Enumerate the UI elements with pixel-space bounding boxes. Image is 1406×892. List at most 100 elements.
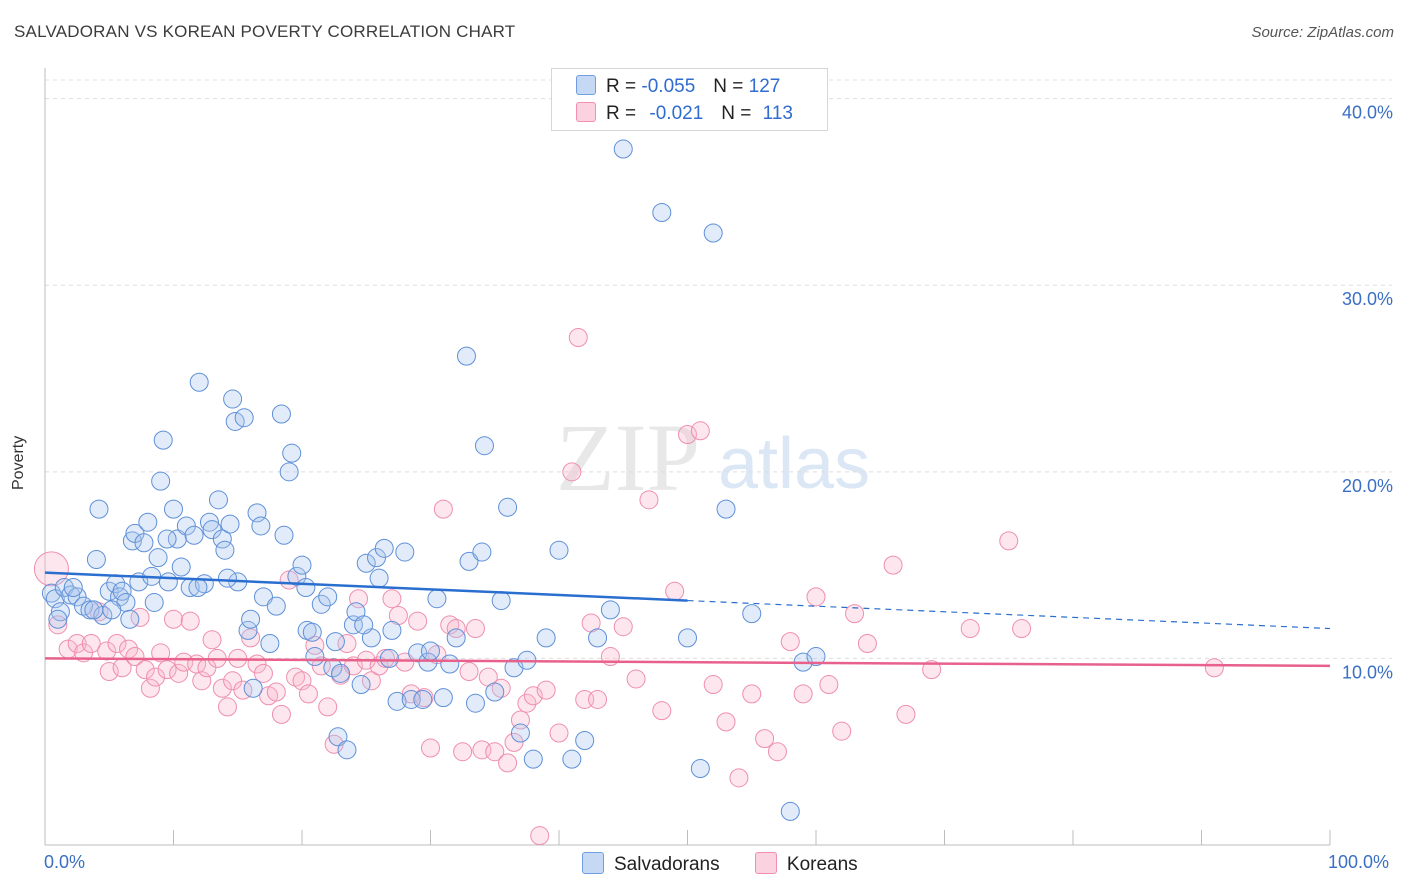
salvadoran-point bbox=[102, 600, 122, 620]
salvadoran-point bbox=[215, 540, 235, 560]
legend-r-value: -0.055 bbox=[641, 76, 696, 97]
salvadoran-point bbox=[465, 693, 485, 713]
korean-point bbox=[857, 633, 877, 653]
salvadoran-point bbox=[323, 658, 343, 678]
korean-point bbox=[151, 643, 171, 663]
series-legend: Salvadorans Koreans bbox=[582, 852, 888, 876]
korean-point bbox=[523, 686, 543, 706]
salvadoran-point bbox=[354, 615, 374, 635]
salvadoran-point bbox=[446, 628, 466, 648]
korean-point bbox=[652, 701, 672, 721]
watermark-zip: ZIP bbox=[556, 404, 700, 511]
korean-point bbox=[81, 633, 101, 653]
salvadoran-point bbox=[63, 578, 83, 598]
salvadoran-point bbox=[208, 490, 228, 510]
salvadoran-point bbox=[189, 372, 209, 392]
salvadoran-point bbox=[331, 663, 351, 683]
korean-point bbox=[157, 660, 177, 680]
korean-point bbox=[678, 425, 697, 445]
korean-point bbox=[845, 604, 865, 624]
salvadoran-point bbox=[427, 589, 447, 609]
korean-point bbox=[767, 742, 787, 762]
salvadoran-point bbox=[296, 578, 316, 598]
salvadoran-point bbox=[536, 628, 556, 648]
korean-point bbox=[169, 663, 189, 683]
trend-lines bbox=[44, 571, 1331, 668]
korean-point bbox=[459, 661, 479, 681]
salvadoran-point bbox=[279, 462, 299, 482]
korean-point bbox=[806, 587, 826, 607]
korean-point bbox=[665, 581, 685, 601]
korean-point bbox=[271, 704, 291, 724]
salvadoran-point bbox=[421, 641, 440, 661]
salvadoran-point bbox=[112, 581, 132, 601]
korean-point bbox=[99, 661, 119, 681]
salvadoran-point bbox=[251, 516, 271, 536]
salvadoran-point bbox=[274, 525, 294, 545]
salvadoran-point bbox=[158, 572, 178, 592]
korean-point bbox=[491, 678, 511, 698]
korean-point bbox=[819, 675, 839, 695]
salvadoran-point bbox=[575, 731, 595, 751]
salvadoran-point bbox=[171, 557, 191, 577]
korean-point bbox=[433, 499, 453, 519]
salvadoran-point bbox=[613, 139, 633, 159]
salvadoran-point bbox=[50, 602, 70, 622]
salvadoran-point bbox=[302, 622, 322, 642]
salvadoran-point bbox=[188, 578, 208, 598]
salvadoran-point bbox=[184, 525, 204, 545]
korean-point bbox=[896, 704, 916, 724]
axes bbox=[44, 68, 1331, 846]
legend-item-koreans: Koreans bbox=[754, 852, 858, 876]
korean-point bbox=[1012, 619, 1032, 639]
korean-point bbox=[999, 531, 1019, 551]
legend-r-value: -0.021 bbox=[649, 103, 704, 124]
korean-point bbox=[742, 684, 762, 704]
swatch-salvadorans bbox=[582, 852, 604, 874]
salvadoran-point bbox=[328, 727, 348, 747]
salvadoran-point bbox=[652, 202, 672, 222]
korean-point bbox=[517, 693, 537, 713]
korean-point bbox=[639, 490, 659, 510]
korean-point bbox=[337, 633, 357, 653]
korean-point bbox=[140, 678, 160, 698]
salvadoran-point bbox=[474, 436, 494, 456]
salvadoran-point bbox=[498, 497, 518, 517]
korean-point bbox=[568, 327, 588, 347]
x-tick-label-max: 100.0% bbox=[1328, 852, 1390, 872]
salvadoran-point bbox=[164, 499, 183, 519]
legend-n-label: N = bbox=[721, 103, 752, 124]
watermark-atlas: atlas bbox=[718, 424, 870, 504]
korean-point bbox=[107, 633, 127, 653]
legend-label-salvadorans: Salvadorans bbox=[614, 854, 720, 875]
salvadoran-point bbox=[780, 801, 800, 821]
chart-title: SALVADORAN VS KOREAN POVERTY CORRELATION… bbox=[14, 22, 516, 41]
salvadoran-point bbox=[266, 596, 286, 616]
korean-point bbox=[217, 697, 237, 717]
salvadoran-point bbox=[325, 632, 345, 652]
salvadoran-point bbox=[600, 600, 620, 620]
korean-point bbox=[588, 689, 608, 709]
korean-point bbox=[562, 462, 582, 482]
korean-point bbox=[690, 421, 710, 441]
salvadoran-point bbox=[48, 609, 68, 629]
salvadoran-point bbox=[485, 682, 505, 702]
legend-row-salvadorans: R = -0.055 N = 127 bbox=[576, 75, 780, 99]
salvadoran-point bbox=[212, 529, 232, 549]
korean-point bbox=[286, 667, 306, 687]
korean-point bbox=[253, 663, 273, 683]
salvadoran-points bbox=[41, 139, 826, 821]
salvadoran-point bbox=[84, 600, 104, 620]
salvadoran-point bbox=[282, 443, 302, 463]
korean-point bbox=[298, 684, 318, 704]
salvadoran-point bbox=[510, 723, 530, 743]
salvadoran-point bbox=[351, 675, 371, 695]
salvadoran-trend-line bbox=[44, 571, 688, 602]
correlation-legend: R = -0.055 N = 127 R = -0.021 N = 113 bbox=[551, 68, 828, 131]
salvadoran-point bbox=[220, 514, 240, 534]
salvadoran-point bbox=[253, 587, 273, 607]
source-label: Source: ZipAtlas.com bbox=[1251, 24, 1394, 41]
korean-point bbox=[318, 697, 338, 717]
salvadoran-point bbox=[382, 620, 402, 640]
salvadoran-trend-extension bbox=[687, 599, 1331, 630]
